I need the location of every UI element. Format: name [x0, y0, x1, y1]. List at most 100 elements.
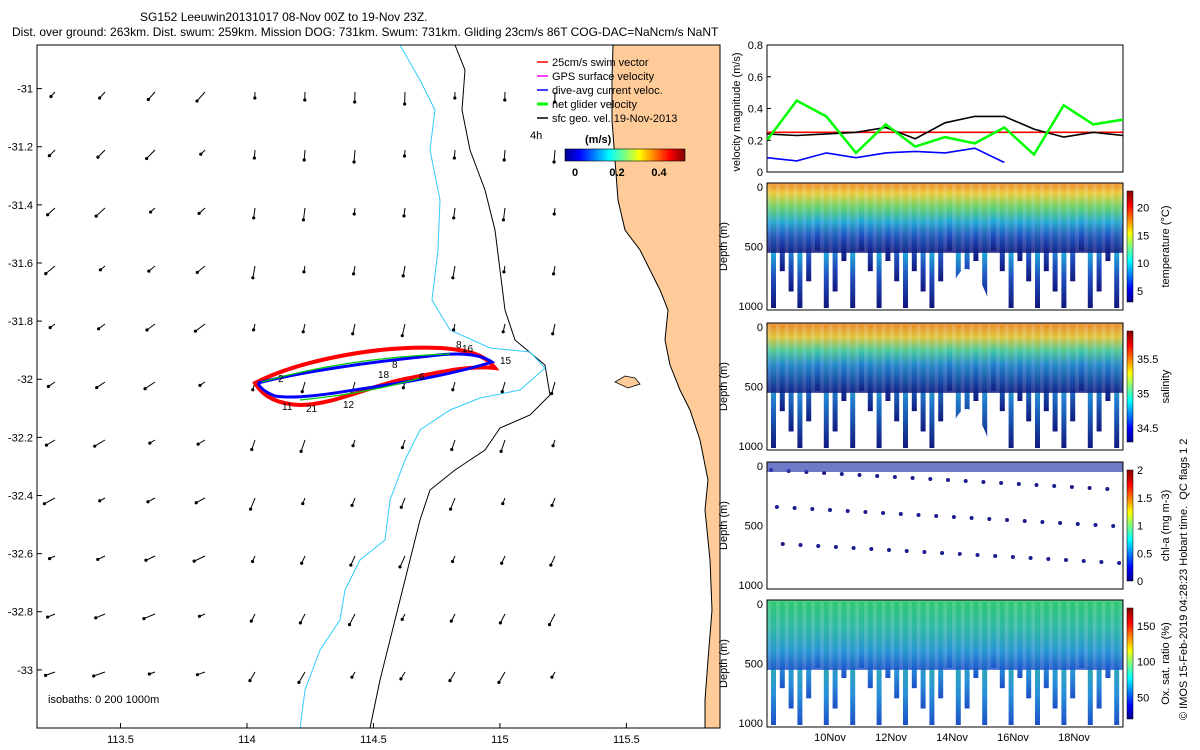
vector-head [551, 272, 556, 276]
vector-head [299, 449, 303, 453]
vector-head [198, 383, 202, 387]
lat-tick-label: -31 [17, 84, 33, 96]
velocity-vector [502, 207, 506, 220]
chl-point [969, 516, 974, 520]
vector-head [248, 507, 253, 511]
vector-head [94, 214, 98, 218]
depth-ylabel: Depth (m) [718, 639, 730, 688]
vector-head [148, 441, 152, 445]
velocity-vector [45, 265, 56, 275]
coastline [611, 44, 713, 728]
velocity-vector [196, 91, 206, 102]
vector-head [550, 503, 554, 508]
vector-head [501, 501, 505, 506]
colorbar-label: temperature (°C) [1160, 205, 1172, 287]
vector-head [193, 329, 197, 333]
lon-tick-label: 114.5 [360, 734, 387, 746]
seamount-gap [945, 409, 992, 450]
vector-head [402, 154, 407, 158]
chl-point [1111, 524, 1116, 528]
vector-head [147, 269, 151, 273]
vector-head [302, 158, 306, 162]
vector-head [301, 330, 305, 334]
vector-head [252, 216, 256, 220]
vector-head [250, 447, 254, 452]
vector-head [98, 96, 102, 100]
lat-tick-label: -31.4 [8, 200, 33, 212]
chl-point [857, 473, 862, 477]
vector-head [451, 388, 455, 392]
vector-head [500, 561, 504, 565]
vector-head [94, 616, 98, 620]
vector-head [553, 100, 557, 104]
land-area [612, 45, 720, 728]
track-day-label: 2 [278, 374, 284, 385]
velocity-vector [45, 671, 56, 676]
figure-title: SG152 Leeuwin20131017 08-Nov 00Z to 19-N… [140, 10, 428, 24]
vector-head [400, 617, 404, 621]
vector-head [350, 503, 354, 508]
vector-head [44, 443, 49, 447]
lat-tick-label: -32.6 [8, 549, 33, 561]
vector-head [353, 100, 357, 104]
colorbar-tick-label: 0 [572, 167, 578, 179]
chl-point [863, 510, 868, 514]
lon-tick-label: 115.5 [613, 734, 640, 746]
velocity-vector [146, 149, 156, 159]
vector-head [450, 447, 454, 452]
vector-head [497, 680, 501, 684]
velocity-vector [453, 207, 456, 218]
velocity-vector [401, 323, 406, 336]
chl-point [957, 552, 962, 556]
depth-tick-label: 0 [757, 182, 763, 194]
vector-head [142, 616, 146, 621]
vector-head [502, 158, 506, 162]
colorbar-tick-label: 0.2 [609, 167, 624, 179]
vector-head [351, 272, 356, 276]
vector-head [250, 559, 255, 564]
velocity-vector [353, 149, 356, 163]
colorbar-tick-label: 0 [1137, 576, 1143, 588]
vector-head [501, 218, 506, 222]
velocity-vector [301, 381, 306, 392]
velocity-vector [249, 671, 256, 681]
chl-point [1117, 561, 1122, 565]
colorbar-tick-label: 150 [1137, 621, 1155, 633]
chl-point [999, 481, 1004, 485]
vector-head [452, 328, 456, 332]
velocity-vector [47, 207, 56, 216]
colorbar-label: salinity [1160, 369, 1172, 403]
chl-point [798, 543, 803, 547]
velocity-vector [349, 613, 356, 625]
velocity-vector [298, 671, 306, 683]
velocity-vector [95, 207, 106, 217]
velocity-vector [299, 613, 306, 624]
velocity-ytick-label: 0.4 [748, 104, 763, 116]
chl-point [975, 553, 980, 557]
vector-head [144, 156, 149, 161]
lat-tick-label: -31.2 [8, 142, 33, 154]
depth-tick-label: 500 [745, 242, 763, 254]
depth-ylabel: Depth (m) [718, 501, 730, 550]
vector-head [452, 216, 456, 220]
vector-head [194, 501, 198, 505]
legend-label: dive-avg current veloc. [552, 85, 663, 97]
velocity-vector [145, 555, 156, 561]
vector-head [448, 507, 453, 511]
vector-head [351, 444, 355, 448]
vector-head [398, 565, 402, 569]
figure-subtitle: Dist. over ground: 263km. Dist. swum: 25… [12, 25, 719, 39]
chl-point [1105, 487, 1110, 491]
vector-head [195, 270, 199, 274]
chl-point [839, 472, 844, 476]
track-day-label: 18 [378, 370, 390, 381]
velocity-vector [253, 207, 256, 218]
legend-note: 4h [530, 130, 542, 142]
lon-tick-label: 113.5 [107, 734, 134, 746]
lat-tick-label: -32 [17, 374, 33, 386]
colorbar-tick-label: 35 [1137, 388, 1149, 400]
track-blue-dive-avg [256, 352, 496, 399]
velocity-series-line [766, 147, 1005, 164]
chl-point [1064, 558, 1068, 562]
